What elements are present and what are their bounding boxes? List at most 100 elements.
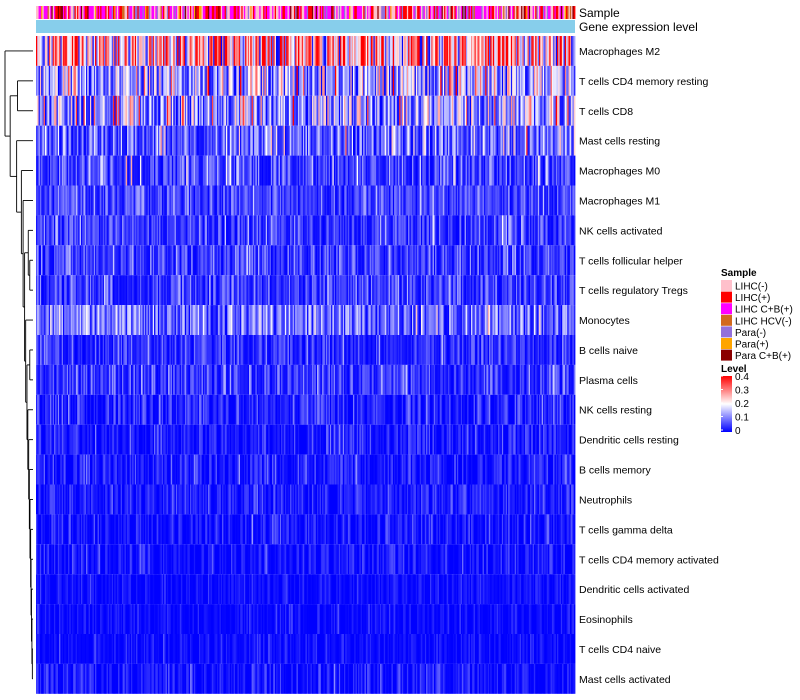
heatmap-cell — [527, 155, 530, 186]
heatmap-cell — [541, 215, 544, 246]
heatmap-cell — [218, 245, 220, 276]
heatmap-cell — [476, 215, 478, 246]
heatmap-cell — [451, 215, 454, 246]
heatmap-cell — [531, 215, 534, 246]
heatmap-cell — [355, 65, 358, 96]
heatmap-cell — [193, 185, 196, 216]
heatmap-cell — [37, 36, 39, 66]
heatmap-cell — [252, 215, 255, 246]
heatmap-cell — [236, 155, 238, 186]
heatmap-cell — [80, 185, 83, 216]
sample-annotation-cell — [337, 6, 340, 19]
heatmap-cell — [483, 36, 486, 66]
heatmap-cell — [210, 215, 213, 246]
heatmap-cell — [315, 275, 318, 306]
heatmap-cell — [347, 155, 350, 186]
heatmap-cell — [155, 185, 158, 216]
heatmap-cell — [101, 125, 104, 156]
heatmap-cell — [368, 125, 371, 156]
heatmap-cell — [387, 215, 390, 246]
heatmap-cell — [352, 215, 355, 246]
sample-annotation-cell — [183, 6, 186, 19]
heatmap-cell — [340, 36, 342, 66]
heatmap-cell — [186, 155, 188, 186]
heatmap-cell — [44, 275, 47, 306]
heatmap-cell — [540, 185, 543, 216]
heatmap-cell — [551, 36, 554, 66]
heatmap-cell — [64, 215, 66, 246]
heatmap-cell — [245, 275, 247, 306]
heatmap-cell — [454, 155, 457, 186]
heatmap-cell — [365, 215, 368, 246]
sample-annotation-cell — [419, 6, 422, 19]
heatmap-cell — [514, 65, 517, 96]
heatmap-cell — [573, 215, 576, 246]
heatmap-cell — [462, 95, 464, 126]
heatmap-cell — [62, 185, 65, 216]
sample-annotation-cell — [499, 6, 501, 19]
heatmap-cell — [468, 95, 471, 126]
heatmap-cell — [337, 65, 340, 96]
heatmap-cell — [347, 36, 350, 66]
heatmap-cell — [268, 36, 270, 66]
heatmap-row — [36, 215, 576, 246]
sample-annotation-cell — [365, 6, 368, 19]
heatmap-cell — [340, 95, 342, 126]
heatmap-cell — [323, 65, 326, 96]
heatmap-cell — [433, 95, 436, 126]
heatmap-cell — [168, 125, 170, 156]
heatmap-cell — [496, 95, 499, 126]
heatmap-cell — [355, 95, 358, 126]
heatmap-cell — [501, 125, 504, 156]
heatmap-cell — [305, 275, 308, 306]
heatmap-cell — [313, 95, 315, 126]
heatmap-cell — [273, 275, 276, 306]
heatmap-cell — [390, 95, 392, 126]
heatmap-cell — [267, 155, 269, 186]
heatmap-cell — [382, 125, 385, 156]
heatmap-cell — [340, 185, 342, 216]
heatmap-cell — [349, 245, 351, 276]
heatmap-cell — [138, 215, 141, 246]
heatmap-cell — [222, 185, 224, 216]
heatmap-cell — [93, 125, 96, 156]
sample-annotation-cell — [268, 6, 270, 19]
heatmap-cell — [573, 65, 576, 96]
heatmap-cell — [275, 95, 278, 126]
heatmap-cell — [93, 215, 96, 246]
sample-annotation-cell — [215, 6, 218, 19]
heatmap-cell — [328, 185, 331, 216]
heatmap-cell — [458, 95, 460, 126]
heatmap-cell — [506, 125, 509, 156]
heatmap-cell — [311, 155, 314, 186]
heatmap-cell — [191, 155, 193, 186]
sample-annotation-cell — [489, 6, 491, 19]
heatmap-cell — [52, 95, 55, 126]
heatmap-cell — [415, 245, 418, 276]
heatmap-cell — [526, 245, 528, 276]
heatmap-cell — [136, 95, 138, 126]
heatmap-cell — [134, 245, 137, 276]
sample-annotation-cell — [436, 6, 439, 19]
heatmap-cell — [38, 215, 41, 246]
heatmap-cell — [318, 125, 321, 156]
heatmap-cell — [306, 245, 309, 276]
heatmap-cell — [198, 125, 201, 156]
heatmap-cell — [382, 65, 385, 96]
heatmap-cell — [136, 215, 138, 246]
heatmap-cell — [232, 215, 235, 246]
heatmap-cell — [496, 155, 499, 186]
heatmap-cell — [326, 215, 328, 246]
sample-annotation-cell — [290, 6, 292, 19]
heatmap-cell — [92, 36, 95, 66]
heatmap-cell — [39, 95, 42, 126]
heatmap-cell — [478, 36, 481, 66]
heatmap-cell — [254, 245, 256, 276]
heatmap-cell — [184, 95, 187, 126]
sample-annotation-cell — [558, 6, 560, 19]
heatmap-cell — [573, 125, 576, 156]
heatmap-cell — [535, 65, 537, 96]
heatmap-cell — [137, 125, 140, 156]
heatmap-cell — [195, 155, 197, 186]
heatmap-cell — [485, 95, 487, 126]
